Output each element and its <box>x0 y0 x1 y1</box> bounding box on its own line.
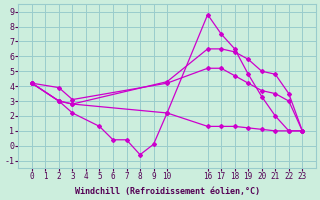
X-axis label: Windchill (Refroidissement éolien,°C): Windchill (Refroidissement éolien,°C) <box>75 187 260 196</box>
